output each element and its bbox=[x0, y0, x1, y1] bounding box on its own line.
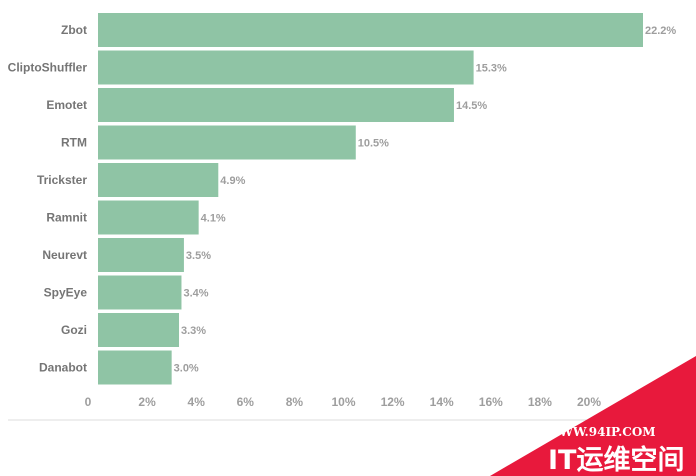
value-label-zbot: 22.2% bbox=[645, 25, 676, 37]
category-label-gozi: Gozi bbox=[61, 323, 87, 337]
x-tick-label: 10% bbox=[331, 395, 355, 409]
category-label-rtm: RTM bbox=[61, 136, 87, 150]
x-tick-label: 16% bbox=[479, 395, 503, 409]
value-labels: 22.2% 15.3% 14.5% 10.5% 4.9% 4.1% 3.5% 3.4% 3.3%… bbox=[174, 25, 677, 375]
value-label-rtm: 10.5% bbox=[358, 138, 389, 150]
x-tick-label: 0 bbox=[85, 395, 92, 409]
bars-group bbox=[98, 13, 643, 385]
watermark-url: WWW.94IP.COM bbox=[545, 425, 656, 439]
category-label-neurevt: Neurevt bbox=[42, 248, 87, 262]
category-label-trickster: Trickster bbox=[37, 173, 87, 187]
bar-zbot bbox=[98, 13, 643, 47]
category-label-cliptoshuffler: CliptoShuffler bbox=[8, 61, 88, 75]
category-label-spyeye: SpyEye bbox=[44, 286, 88, 300]
value-label-emotet: 14.5% bbox=[456, 100, 487, 112]
x-tick-label: 14% bbox=[430, 395, 454, 409]
x-tick-label: 12% bbox=[381, 395, 405, 409]
watermark-banner bbox=[490, 356, 696, 476]
value-label-danabot: 3.0% bbox=[174, 363, 199, 375]
watermark: WWW.94IP.COM IT运维空间 bbox=[490, 356, 696, 476]
x-tick-label: 6% bbox=[237, 395, 255, 409]
value-label-spyeye: 3.4% bbox=[183, 288, 208, 300]
bar-ramnit bbox=[98, 200, 199, 235]
bar-spyeye bbox=[98, 275, 182, 310]
x-tick-label: 4% bbox=[188, 395, 206, 409]
value-label-gozi: 3.3% bbox=[181, 325, 206, 337]
category-labels: Zbot CliptoShuffler Emotet RTM Trickster Ramn… bbox=[8, 23, 88, 375]
bar-trickster bbox=[98, 163, 219, 197]
bar-rtm bbox=[98, 125, 356, 160]
category-label-danabot: Danabot bbox=[39, 361, 87, 375]
category-label-ramnit: Ramnit bbox=[46, 211, 87, 225]
value-label-cliptoshuffler: 15.3% bbox=[476, 63, 507, 75]
watermark-text: IT运维空间 bbox=[548, 444, 684, 476]
x-tick-label: 2% bbox=[138, 395, 156, 409]
bar-danabot bbox=[98, 350, 172, 385]
category-label-emotet: Emotet bbox=[46, 98, 87, 112]
value-label-ramnit: 4.1% bbox=[201, 213, 226, 225]
bar-cliptoshuffler bbox=[98, 50, 474, 85]
bar-emotet bbox=[98, 88, 454, 122]
value-label-neurevt: 3.5% bbox=[186, 250, 211, 262]
value-label-trickster: 4.9% bbox=[220, 175, 245, 187]
x-tick-label: 20% bbox=[577, 395, 601, 409]
x-axis-ticks: 02%4%6%8%10%12%14%16%18%20%22% bbox=[85, 395, 651, 409]
category-label-zbot: Zbot bbox=[61, 23, 87, 37]
x-tick-label: 8% bbox=[286, 395, 304, 409]
bar-gozi bbox=[98, 313, 180, 347]
bar-neurevt bbox=[98, 238, 184, 272]
x-tick-label: 18% bbox=[528, 395, 552, 409]
